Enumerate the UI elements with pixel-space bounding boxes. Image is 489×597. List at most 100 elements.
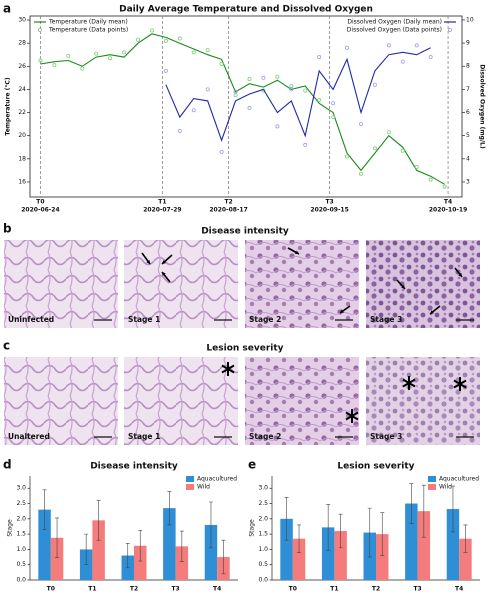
- x-tick-label: T3: [413, 586, 421, 593]
- arrow-head: [340, 309, 344, 313]
- data-point: [358, 171, 363, 176]
- x-tick-label: T1: [88, 586, 96, 593]
- data-point: [317, 54, 322, 59]
- y-axis-label: Stage: [249, 519, 256, 537]
- data-point: [400, 148, 405, 153]
- legend-label: Wild: [439, 484, 452, 491]
- arrow-head: [401, 285, 405, 289]
- error-bar: [55, 517, 60, 558]
- asterisk: [453, 377, 467, 391]
- data-point: [149, 28, 154, 33]
- y2-tick-label: 8: [466, 63, 470, 70]
- data-point: [414, 43, 419, 48]
- micrograph: [124, 357, 238, 445]
- data-point: [66, 53, 71, 58]
- y-tick-label: 1.0: [258, 546, 268, 553]
- data-point: [289, 83, 294, 88]
- error-bar: [297, 524, 302, 553]
- y-tick-label: 18: [18, 155, 26, 162]
- data-point: [331, 101, 336, 106]
- micrograph: [4, 357, 118, 445]
- plot-frame: [29, 15, 463, 198]
- x-tick-label: T2: [130, 586, 138, 593]
- bar: [175, 546, 189, 580]
- y-tick-label: 2.0: [258, 515, 268, 522]
- arrow-head: [162, 260, 166, 264]
- y-tick-label: 0.5: [258, 561, 268, 568]
- asterisk: [345, 409, 359, 423]
- data-point: [414, 164, 419, 169]
- y2-tick-label: 10: [466, 16, 474, 23]
- panel-d: d Disease intensity 0.0 0.5 1.0 1.5 2.0 2.5 3.0 S…: [3, 458, 238, 593]
- legend-label: Dissolved Oxygen (Data points): [347, 27, 442, 34]
- error-bar: [367, 507, 372, 558]
- data-point: [428, 54, 433, 59]
- y2-axis-label: Dissolved Oxygen (mg/L): [479, 64, 486, 149]
- x-tick-label: T0: [36, 199, 44, 206]
- y-tick-label: 1.0: [16, 546, 26, 553]
- data-point: [386, 43, 391, 48]
- bar: [459, 538, 472, 580]
- x-tick-label: T0: [47, 586, 55, 593]
- data-point: [303, 142, 308, 147]
- x-tick-date: 2020-08-17: [209, 207, 247, 214]
- panel-label: e: [248, 458, 256, 472]
- error-bar: [380, 512, 385, 556]
- chart-title: Daily Average Temperature and Dissolved …: [119, 5, 373, 15]
- x-tick-date: 2020-06-24: [21, 207, 59, 214]
- y2-tick-label: 6: [466, 109, 470, 116]
- legend-label: Wild: [197, 484, 210, 491]
- data-point: [345, 154, 350, 159]
- image-label: Stage 3: [370, 315, 402, 324]
- data-point: [289, 87, 294, 92]
- y-tick-label: 26: [18, 63, 26, 70]
- x-tick-label: T4: [444, 199, 452, 206]
- error-bar: [208, 501, 213, 549]
- y-tick-label: 2.0: [16, 515, 26, 522]
- micrograph: [245, 240, 359, 328]
- y-tick-label: 16: [18, 178, 26, 185]
- y-tick-label: 20: [18, 132, 26, 139]
- data-point: [191, 108, 196, 113]
- daily-mean-line: [165, 47, 431, 142]
- bar: [134, 545, 147, 580]
- chart-title: Disease intensity: [90, 462, 178, 472]
- panel-label: b: [3, 222, 12, 236]
- y-axis-label: Temperature (°C): [5, 77, 12, 135]
- image-label: Uninfected: [8, 315, 54, 324]
- asterisk: [402, 376, 416, 390]
- arrow-head: [295, 250, 299, 255]
- data-point: [219, 149, 224, 154]
- image-label: Stage 1: [128, 432, 160, 441]
- x-tick-label: T1: [158, 199, 166, 206]
- panel-a: a Daily Average Temperature and Dissolved…: [3, 2, 486, 214]
- data-point: [331, 115, 336, 120]
- legend-swatch: [186, 476, 194, 482]
- x-tick-date: 2020-09-15: [310, 207, 348, 214]
- data-point: [108, 56, 113, 61]
- bar: [204, 524, 218, 580]
- panel-e: e Lesion severity 0.0 0.5 1.0 1.5 2.0 2.5 3.0 Sta…: [248, 458, 480, 593]
- bar: [321, 527, 335, 580]
- legend-label: Dissolved Oxygen (Daily mean): [347, 19, 442, 26]
- bar: [38, 509, 51, 580]
- y2-tick-label: 9: [466, 40, 470, 47]
- data-point: [233, 93, 238, 98]
- data-point: [94, 51, 99, 56]
- micrograph: [366, 240, 480, 328]
- legend-label: Aquacultured: [439, 476, 479, 483]
- y-tick-label: 30: [18, 17, 26, 24]
- error-bar: [138, 530, 143, 562]
- legend-label: Temperature (Daily mean): [48, 19, 128, 26]
- error-bar: [179, 530, 184, 562]
- image-label: Stage 3: [370, 432, 402, 441]
- error-bar: [409, 483, 414, 524]
- x-tick-label: T2: [224, 199, 232, 206]
- x-tick-label: T1: [330, 586, 338, 593]
- x-tick-label: T3: [171, 586, 179, 593]
- data-point: [122, 50, 127, 55]
- y-tick-label: 28: [18, 40, 26, 47]
- data-point: [163, 38, 168, 43]
- image-label: Stage 1: [128, 315, 160, 324]
- y-tick-label: 24: [18, 86, 26, 93]
